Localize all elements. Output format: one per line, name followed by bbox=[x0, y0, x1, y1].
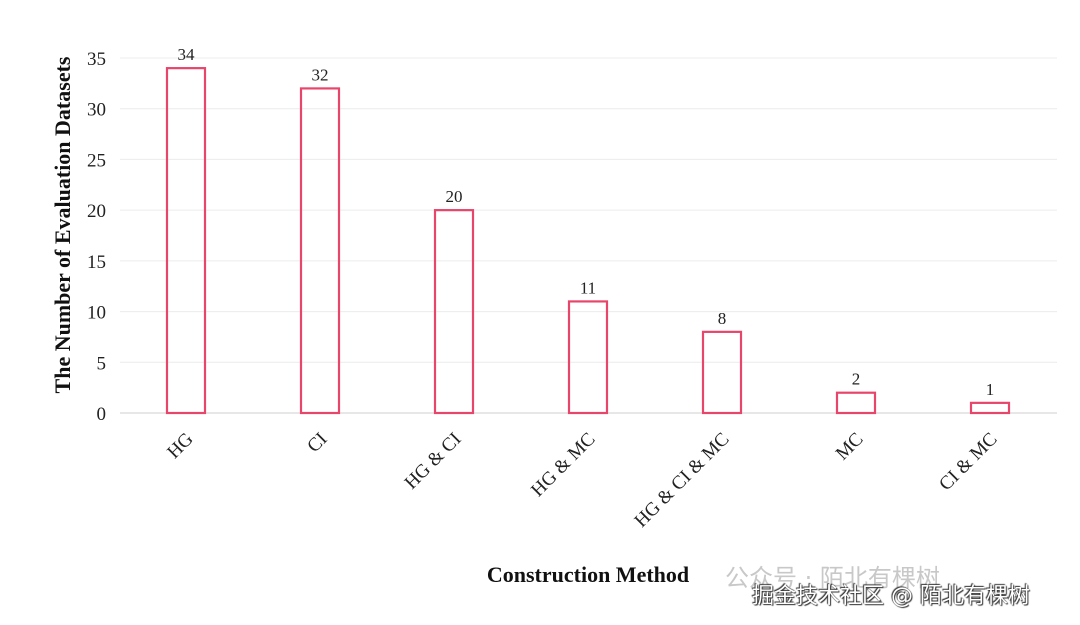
bar bbox=[701, 330, 743, 415]
data-label: 8 bbox=[718, 309, 727, 328]
data-label: 11 bbox=[580, 278, 596, 297]
bar bbox=[165, 67, 207, 415]
y-tick-label: 20 bbox=[87, 201, 106, 222]
y-tick-label: 35 bbox=[87, 49, 106, 70]
bar bbox=[567, 300, 609, 415]
y-tick-label: 25 bbox=[87, 150, 106, 171]
data-label: 20 bbox=[446, 187, 463, 206]
bar bbox=[299, 87, 341, 415]
x-tick-label: HG & CI bbox=[401, 429, 466, 494]
watermark-juejin: 掘金技术社区 @ 陌北有棵树 bbox=[752, 584, 1030, 609]
bar bbox=[969, 401, 1011, 415]
y-tick-label: 0 bbox=[97, 404, 107, 425]
x-tick-label: HG bbox=[163, 428, 197, 462]
x-tick-label: MC bbox=[832, 429, 868, 465]
x-tick-label: HG & CI & MC bbox=[631, 429, 734, 532]
y-tick-label: 15 bbox=[87, 252, 106, 273]
y-tick-label: 10 bbox=[87, 303, 106, 324]
x-tick-label: CI & MC bbox=[935, 429, 1001, 495]
x-tick-label: CI bbox=[303, 429, 331, 457]
y-axis-label: The Number of Evaluation Datasets bbox=[50, 56, 75, 393]
watermark-wechat: 公众号 · 陌北有棵树 bbox=[725, 564, 940, 592]
bar bbox=[835, 391, 877, 415]
y-tick-label: 30 bbox=[87, 100, 106, 121]
data-label: 1 bbox=[986, 380, 995, 399]
bar bbox=[433, 209, 475, 415]
x-tick-label: HG & MC bbox=[527, 429, 599, 501]
data-label: 34 bbox=[178, 45, 196, 64]
x-axis-label: Construction Method bbox=[487, 562, 689, 587]
data-label: 32 bbox=[312, 65, 329, 84]
data-label: 2 bbox=[852, 370, 861, 389]
y-tick-label: 5 bbox=[97, 353, 107, 374]
